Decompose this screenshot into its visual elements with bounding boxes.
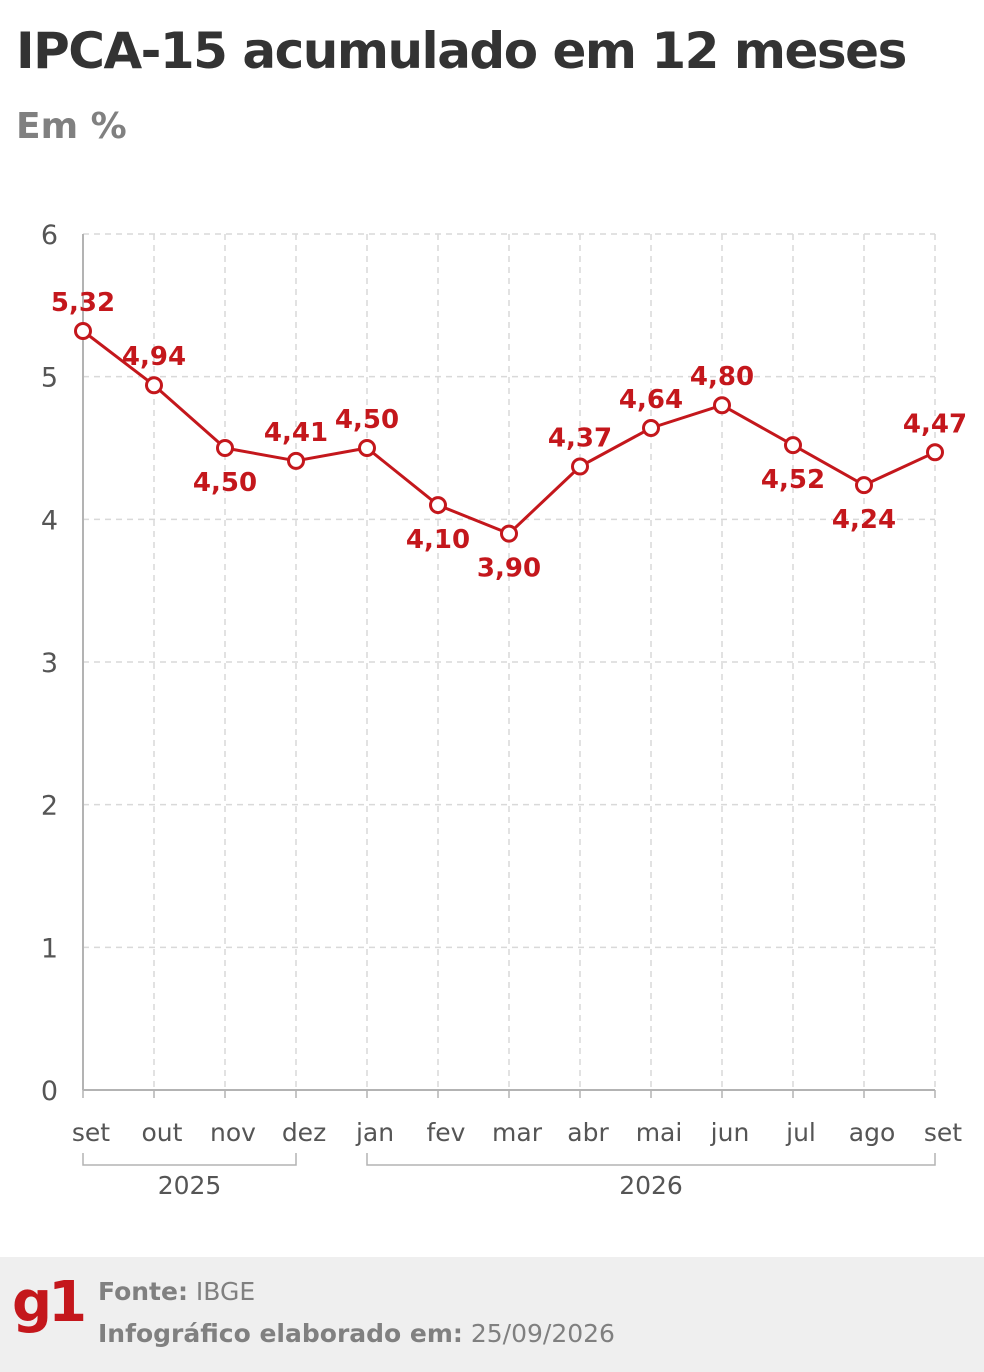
data-label: 4,41 [264, 418, 328, 448]
x-tick-label: mai [636, 1118, 683, 1147]
data-label: 4,64 [619, 385, 683, 415]
x-tick-label: jun [710, 1118, 750, 1147]
data-point [500, 524, 518, 543]
y-tick-label: 1 [41, 933, 58, 964]
data-label: 5,32 [51, 288, 115, 318]
data-point [855, 476, 873, 495]
y-tick-label: 4 [41, 505, 58, 536]
date-label: Infográfico elaborado em: [98, 1319, 463, 1348]
g1-logo: g1 [12, 1270, 87, 1335]
data-label: 4,50 [335, 405, 399, 435]
data-point [713, 396, 731, 415]
data-point [926, 443, 944, 462]
x-tick-label: out [142, 1118, 183, 1147]
chart-title: IPCA-15 acumulado em 12 meses [16, 22, 907, 80]
line-chart: 0 1 2 3 4 5 6 set out nov dez jan fev mar abr mai jun ju… [41, 220, 967, 1200]
x-tick-label: abr [567, 1118, 609, 1147]
data-label: 4,52 [761, 465, 825, 495]
axes [82, 234, 936, 1098]
source-line: Fonte: IBGE [98, 1277, 255, 1306]
data-point [784, 436, 802, 455]
y-tick-label: 0 [41, 1076, 58, 1107]
data-label: 3,90 [477, 554, 541, 584]
data-point [429, 496, 447, 515]
data-label: 4,47 [903, 409, 967, 439]
data-label: 4,50 [193, 468, 257, 498]
year-groups: 2025 2026 [82, 1153, 936, 1200]
data-label: 4,24 [832, 505, 896, 535]
x-tick-label: nov [210, 1118, 256, 1147]
year-label: 2025 [158, 1171, 222, 1200]
source-label: Fonte: [98, 1277, 188, 1306]
y-tick-label: 3 [41, 648, 58, 679]
data-point [571, 457, 589, 476]
chart-subtitle: Em % [16, 106, 127, 147]
x-tick-label: jul [785, 1118, 816, 1147]
data-label: 4,37 [548, 424, 612, 454]
series-line [74, 322, 944, 543]
data-label: 4,10 [406, 525, 470, 555]
data-point [74, 322, 92, 341]
x-tick-label: mar [492, 1118, 543, 1147]
x-tick-label: set [924, 1118, 962, 1147]
gridlines [83, 233, 936, 1090]
y-tick-label: 6 [41, 220, 58, 251]
data-label: 4,94 [122, 342, 186, 372]
source-value: IBGE [195, 1277, 256, 1306]
x-tick-labels: set out nov dez jan fev mar abr mai jun jul ago set [72, 1118, 962, 1147]
date-value: 25/09/2026 [470, 1319, 615, 1348]
y-tick-labels: 0 1 2 3 4 5 6 [41, 220, 58, 1107]
data-point [642, 419, 660, 438]
data-point [145, 376, 163, 395]
data-point [287, 451, 305, 470]
x-tick-label: fev [427, 1118, 466, 1147]
data-point [216, 439, 234, 457]
data-label: 4,80 [690, 362, 754, 392]
footer: g1 Fonte: IBGE Infográfico elaborado em:… [0, 1257, 984, 1372]
data-labels: 5,324,94 4,504,41 4,50 4,103,90 4,374,644,80… [51, 288, 967, 584]
year-label: 2026 [619, 1171, 683, 1200]
date-line: Infográfico elaborado em: 25/09/2026 [98, 1319, 615, 1348]
year-bracket [366, 1153, 936, 1166]
x-tick-label: dez [282, 1118, 326, 1147]
x-tick-label: ago [849, 1118, 895, 1147]
data-point [358, 439, 376, 457]
x-tick-label: set [72, 1118, 110, 1147]
y-tick-label: 5 [41, 363, 58, 394]
y-tick-label: 2 [41, 791, 58, 822]
year-bracket [82, 1153, 297, 1166]
x-tick-label: jan [355, 1118, 394, 1147]
